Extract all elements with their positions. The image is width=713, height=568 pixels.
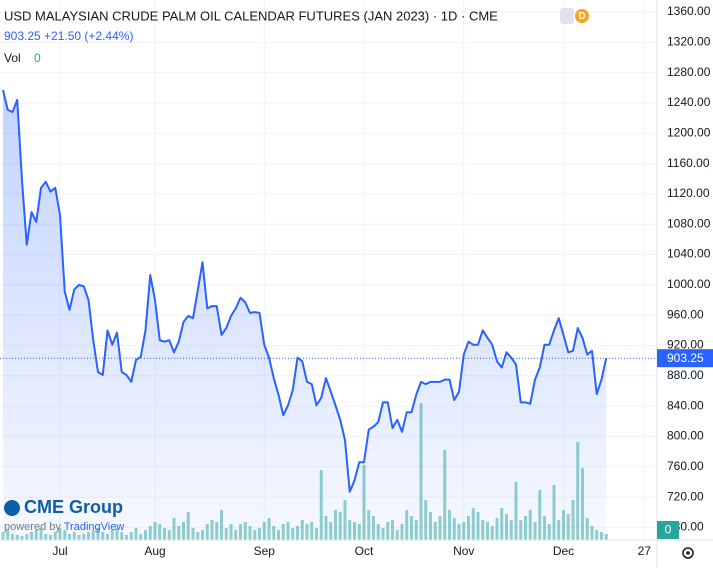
chart-title: USD MALAYSIAN CRUDE PALM OIL CALENDAR FU… — [4, 8, 498, 23]
settings-icon[interactable] — [682, 547, 694, 559]
y-tick-label: 960.00 — [667, 307, 704, 321]
y-tick-label: 1320.00 — [667, 34, 711, 48]
price-line — [2, 89, 608, 493]
y-tick-label: 1000.00 — [667, 277, 711, 291]
y-tick-label: 760.00 — [667, 459, 704, 473]
x-tick-label: Jul — [52, 544, 67, 558]
y-tick-label: 1360.00 — [667, 4, 711, 18]
powered-by: powered by — [4, 521, 61, 533]
y-tick-label: 1240.00 — [667, 95, 711, 109]
x-tick-label: Nov — [453, 544, 474, 558]
logo-text: CME Group — [24, 497, 123, 517]
price-line-layer — [0, 89, 657, 540]
badge-text: D — [578, 11, 585, 22]
x-tick-label: Aug — [144, 544, 165, 558]
attribution: powered by TradingView — [4, 521, 124, 533]
x-tick-label: Sep — [254, 544, 276, 558]
y-tick-label: 1160.00 — [667, 156, 710, 170]
price-area — [3, 90, 607, 540]
badge-circle — [575, 9, 589, 23]
y-tick-label: 1040.00 — [667, 247, 711, 261]
volume-badge — [657, 521, 679, 539]
x-tick-label: 27 — [638, 544, 652, 558]
last-price-box — [657, 349, 713, 368]
y-tick-label: 1120.00 — [667, 186, 710, 200]
legend-button[interactable] — [560, 8, 574, 24]
axes: 680.00720.00760.00800.00840.00880.00920.… — [52, 4, 713, 558]
gear-center[interactable] — [686, 551, 690, 555]
y-tick-label: 720.00 — [667, 489, 704, 503]
price-change: 903.25 +21.50 (+2.44%) — [4, 29, 133, 43]
tradingview[interactable]: TradingView — [64, 521, 125, 533]
gear[interactable] — [682, 547, 694, 559]
volume-value: 0 — [34, 51, 41, 65]
y-tick-label: 920.00 — [667, 338, 704, 352]
y-tick-label: 1080.00 — [667, 216, 711, 230]
y-tick-label: 840.00 — [667, 398, 704, 412]
logo: CME Group powered by TradingView — [4, 497, 124, 533]
logo-globe — [4, 500, 20, 516]
last-price-label: 903.25 — [667, 351, 704, 365]
x-tick-label: Dec — [553, 544, 574, 558]
y-tick-label: 880.00 — [667, 368, 704, 382]
y-tick-label: 800.00 — [667, 429, 704, 443]
y-tick-label: 1200.00 — [667, 125, 711, 139]
x-tick-label: Oct — [355, 544, 374, 558]
volume-label: Vol — [4, 51, 21, 65]
y-tick-label: 1280.00 — [667, 65, 711, 79]
volume-badge-text: 0 — [665, 523, 672, 537]
